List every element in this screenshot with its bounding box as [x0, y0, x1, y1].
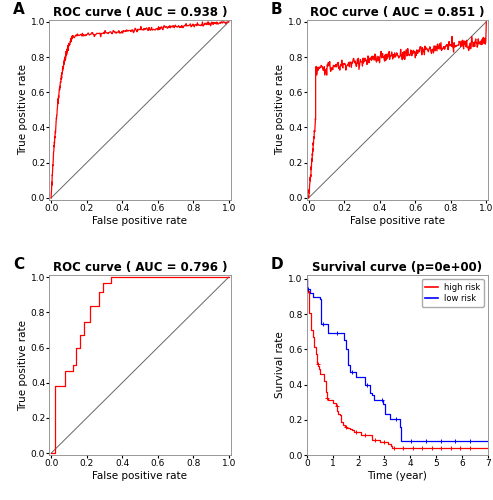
Text: A: A — [13, 2, 25, 17]
X-axis label: False positive rate: False positive rate — [350, 216, 445, 226]
Text: C: C — [13, 258, 24, 272]
Title: ROC curve ( AUC = 0.796 ): ROC curve ( AUC = 0.796 ) — [53, 261, 227, 274]
Y-axis label: Survival rate: Survival rate — [276, 332, 285, 398]
Text: D: D — [271, 258, 283, 272]
Y-axis label: True positive rate: True positive rate — [18, 320, 28, 410]
X-axis label: False positive rate: False positive rate — [93, 471, 187, 481]
Y-axis label: True positive rate: True positive rate — [18, 64, 28, 156]
X-axis label: False positive rate: False positive rate — [93, 216, 187, 226]
Legend: high risk, low risk: high risk, low risk — [422, 280, 484, 306]
Title: ROC curve ( AUC = 0.851 ): ROC curve ( AUC = 0.851 ) — [310, 6, 485, 19]
Y-axis label: True positive rate: True positive rate — [276, 64, 285, 156]
X-axis label: Time (year): Time (year) — [367, 471, 427, 481]
Title: ROC curve ( AUC = 0.938 ): ROC curve ( AUC = 0.938 ) — [53, 6, 227, 19]
Title: Survival curve (p=0e+00): Survival curve (p=0e+00) — [313, 261, 483, 274]
Text: B: B — [271, 2, 282, 17]
